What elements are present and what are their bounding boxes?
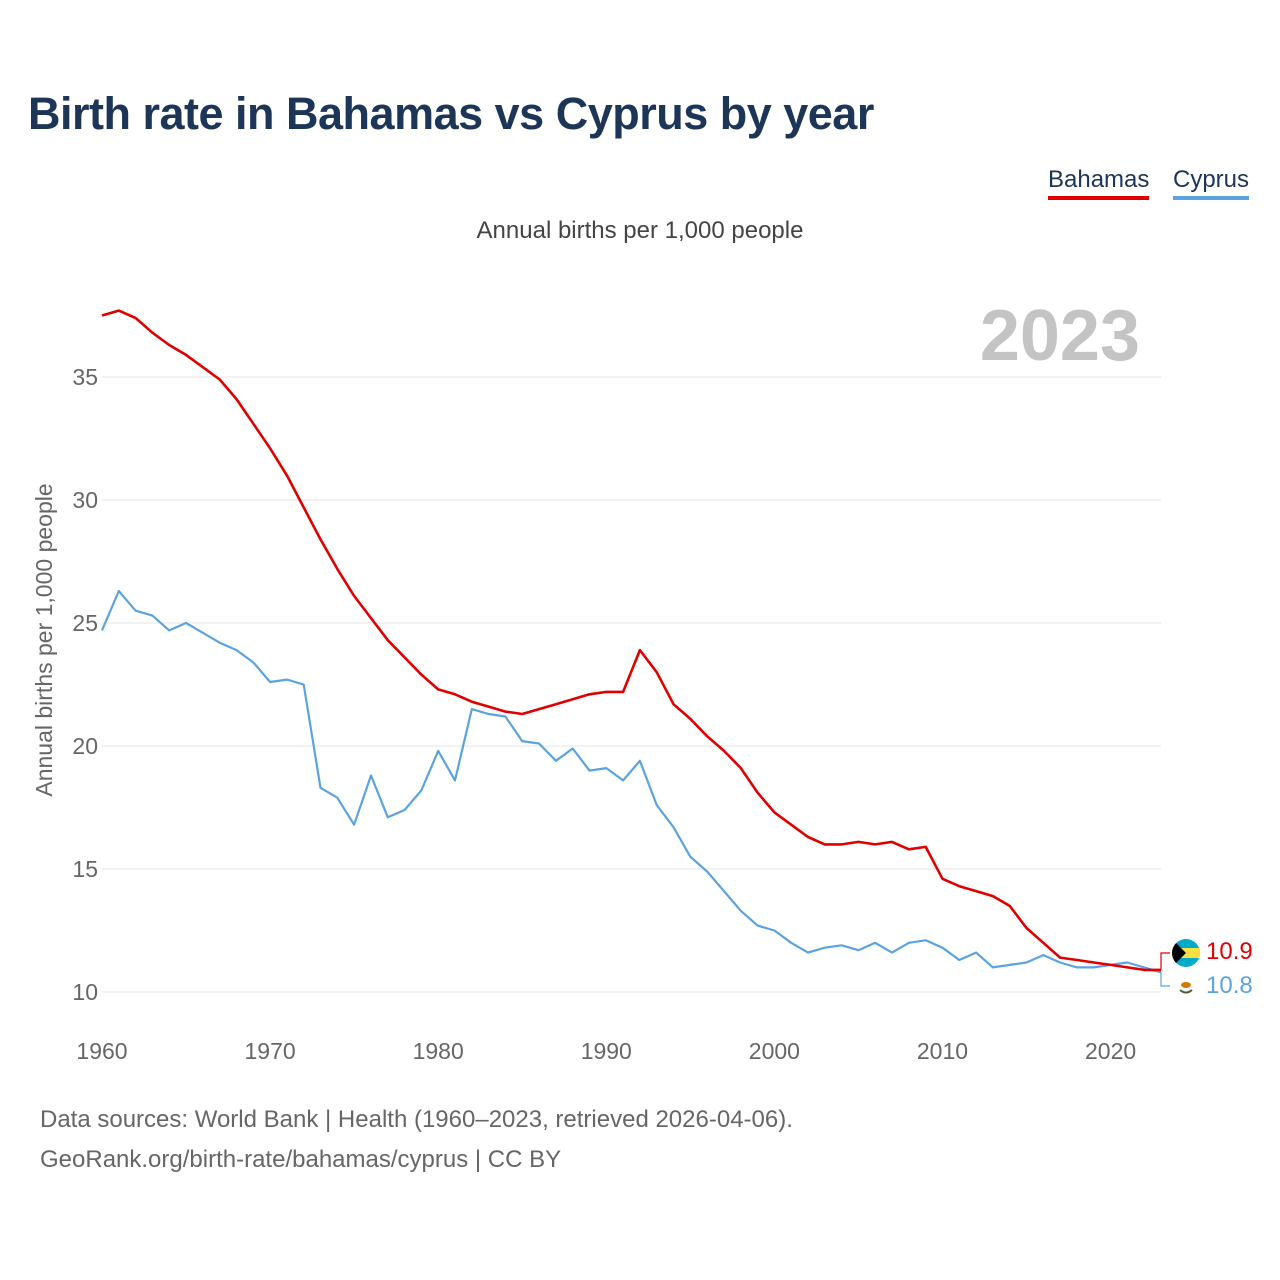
bahamas-flag-icon — [1172, 939, 1200, 967]
y-tick-label: 25 — [72, 610, 98, 636]
x-axis-ticks: 1960 1970 1980 1990 2000 2010 2020 — [76, 1038, 1136, 1064]
legend-swatch-cyprus — [1173, 196, 1250, 200]
end-markers — [1172, 939, 1200, 997]
x-tick-label: 2000 — [749, 1038, 800, 1064]
legend-item-cyprus[interactable]: Cyprus — [1173, 166, 1250, 200]
y-axis-ticks: 10 15 20 25 30 35 — [72, 364, 98, 1005]
end-value-cyprus: 10.8 — [1206, 972, 1253, 999]
x-tick-label: 2010 — [917, 1038, 968, 1064]
data-source-note: Data sources: World Bank | Health (1960–… — [40, 1106, 793, 1133]
y-tick-label: 10 — [72, 979, 98, 1005]
series-line-cyprus — [100, 589, 1162, 974]
y-tick-label: 30 — [72, 487, 98, 513]
y-tick-label: 15 — [72, 856, 98, 882]
x-tick-label: 1980 — [413, 1038, 464, 1064]
leader-line-cyprus — [1160, 972, 1170, 987]
end-value-bahamas: 10.9 — [1206, 938, 1253, 965]
leader-line-bahamas — [1160, 952, 1170, 970]
y-tick-label: 20 — [72, 733, 98, 759]
y-tick-label: 35 — [72, 364, 98, 390]
x-tick-label: 1990 — [581, 1038, 632, 1064]
x-tick-label: 1960 — [76, 1038, 127, 1064]
y-axis-label: Annual births per 1,000 people — [31, 483, 57, 796]
legend-item-bahamas[interactable]: Bahamas — [1048, 166, 1150, 200]
series-line-bahamas — [101, 309, 1161, 972]
cyprus-flag-icon — [1175, 975, 1197, 997]
year-watermark: 2023 — [980, 296, 1140, 376]
chart-subtitle: Annual births per 1,000 people — [476, 217, 804, 244]
series-lines — [100, 309, 1170, 987]
legend-swatch-bahamas — [1048, 196, 1150, 200]
legend-label-cyprus: Cyprus — [1173, 166, 1250, 193]
chart-title: Birth rate in Bahamas vs Cyprus by year — [28, 88, 874, 139]
legend-label-bahamas: Bahamas — [1048, 166, 1150, 193]
x-tick-label: 2020 — [1085, 1038, 1136, 1064]
gridlines — [102, 376, 1161, 993]
x-tick-label: 1970 — [245, 1038, 296, 1064]
source-url[interactable]: GeoRank.org/birth-rate/bahamas/cyprus | … — [40, 1146, 562, 1173]
